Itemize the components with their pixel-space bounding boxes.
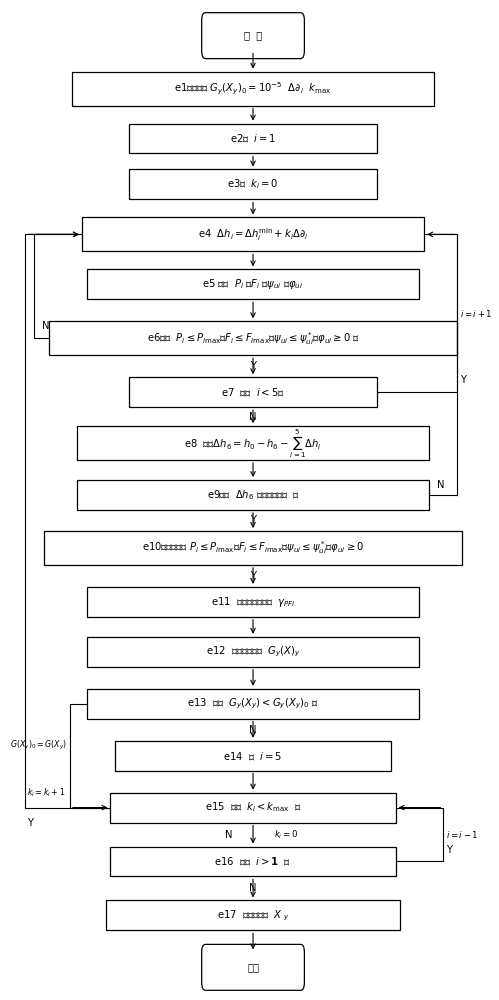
FancyBboxPatch shape [202, 13, 304, 59]
Text: $i=i-1$: $i=i-1$ [446, 829, 478, 840]
Text: e17  输出最优解  $X$ $_y$: e17 输出最优解 $X$ $_y$ [217, 908, 289, 923]
Text: N: N [226, 830, 233, 840]
FancyBboxPatch shape [48, 321, 458, 355]
Text: e16  判断  $i>\mathbf{1}$  ？: e16 判断 $i>\mathbf{1}$ ？ [215, 856, 291, 867]
Text: Y: Y [250, 515, 256, 525]
FancyBboxPatch shape [87, 689, 420, 719]
Text: e9判断  $\Delta h_6$ 是否在允许围  ？: e9判断 $\Delta h_6$ 是否在允许围 ？ [207, 488, 299, 502]
Text: e14  令  $i=5$: e14 令 $i=5$ [224, 750, 282, 762]
Text: 结束: 结束 [247, 962, 259, 972]
FancyBboxPatch shape [77, 480, 429, 510]
Text: N: N [250, 725, 257, 735]
Text: e2令  $i=1$: e2令 $i=1$ [230, 133, 276, 144]
Text: e10计算并判断 $P_i\leq P_{i\max}$，$F_i\leq F_{i\max}$，$\psi_{ui}\leq\psi_{ui}^*$，$\va: e10计算并判断 $P_i\leq P_{i\max}$，$F_i\leq F_… [142, 540, 364, 556]
Text: e11  计算投入占比率  $\gamma_{PFi}$: e11 计算投入占比率 $\gamma_{PFi}$ [211, 595, 295, 609]
Text: e4  $\Delta h_i = \Delta h_i^{\min}+k_i\Delta\partial_i$: e4 $\Delta h_i = \Delta h_i^{\min}+k_i\D… [198, 226, 308, 243]
Text: e7  判断  $i<5$？: e7 判断 $i<5$？ [221, 386, 285, 398]
Text: e15  判断  $k_i<k_{\max}$  ？: e15 判断 $k_i<k_{\max}$ ？ [205, 801, 301, 814]
FancyBboxPatch shape [106, 900, 400, 930]
Text: e3令  $k_i=0$: e3令 $k_i=0$ [228, 178, 278, 191]
Text: Y: Y [460, 375, 466, 385]
Text: N: N [250, 883, 257, 893]
Text: $k_i=0$: $k_i=0$ [274, 828, 298, 841]
FancyBboxPatch shape [110, 793, 396, 823]
FancyBboxPatch shape [110, 847, 396, 876]
FancyBboxPatch shape [202, 944, 304, 990]
Text: e13  判断  $G_y(X_y)<G_y(X_y)_0$ ？: e13 判断 $G_y(X_y)<G_y(X_y)_0$ ？ [187, 697, 319, 711]
FancyBboxPatch shape [115, 741, 391, 771]
Text: e1设定初始 $G_y(X_y)_0=10^{-5}$  $\Delta\partial_i$  $k_{\max}$: e1设定初始 $G_y(X_y)_0=10^{-5}$ $\Delta\part… [174, 80, 332, 97]
FancyBboxPatch shape [129, 377, 377, 407]
FancyBboxPatch shape [87, 587, 420, 617]
Text: N: N [250, 412, 257, 422]
FancyBboxPatch shape [87, 269, 420, 299]
Text: N: N [42, 321, 50, 331]
Text: Y: Y [446, 845, 452, 855]
Text: Y: Y [27, 818, 33, 828]
FancyBboxPatch shape [82, 217, 424, 251]
Text: e5 计算  $P_i$ ，$F_i$ ，$\psi_{ui}$ ，$\varphi_{ui}$: e5 计算 $P_i$ ，$F_i$ ，$\psi_{ui}$ ，$\varph… [203, 277, 303, 291]
Text: $i=i+1$: $i=i+1$ [460, 308, 493, 319]
FancyBboxPatch shape [129, 124, 377, 153]
Text: e12  计算目标函数  $G_y(X)_y$: e12 计算目标函数 $G_y(X)_y$ [206, 645, 300, 659]
Text: e8  计算$\Delta h_6=h_0-h_6-\sum_{i=1}^{5}\Delta h_i$: e8 计算$\Delta h_6=h_0-h_6-\sum_{i=1}^{5}\… [184, 427, 322, 460]
Text: $k_i=k_i+1$: $k_i=k_i+1$ [27, 786, 65, 799]
FancyBboxPatch shape [44, 531, 462, 565]
Text: Y: Y [250, 361, 256, 371]
FancyBboxPatch shape [87, 637, 420, 667]
FancyBboxPatch shape [72, 72, 434, 106]
Text: 开  始: 开 始 [244, 31, 262, 41]
FancyBboxPatch shape [77, 426, 429, 460]
Text: e6判断  $P_i\leq P_{i\max}$，$F_i\leq F_{i\max}$，$\psi_{ui}\leq\psi_{ui}^*$，$\varph: e6判断 $P_i\leq P_{i\max}$，$F_i\leq F_{i\m… [147, 330, 359, 347]
Text: N: N [437, 480, 445, 490]
FancyBboxPatch shape [129, 169, 377, 199]
Text: Y: Y [250, 571, 256, 581]
Text: $G(X_y)_0=G(X_y)$: $G(X_y)_0=G(X_y)$ [10, 739, 67, 752]
